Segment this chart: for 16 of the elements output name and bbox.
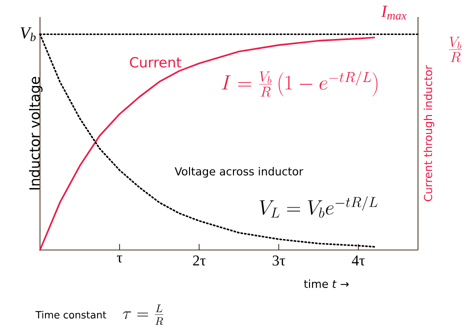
x-axis-title: time t → — [304, 280, 349, 288]
text: Time constant — [36, 310, 106, 319]
text: $\tau=\frac{L}{R}$ — [122, 304, 164, 326]
x-tick-label: 4τ — [352, 256, 365, 266]
x-tick-label: τ — [116, 256, 122, 263]
series-label: Current — [130, 57, 182, 68]
y2-axis-title: Current through inductor — [424, 65, 434, 202]
text: Voltage across inductor — [174, 167, 304, 178]
x-tick-label: 2τ — [193, 256, 206, 266]
text: $\frac{V_b}{R}$ — [448, 36, 462, 62]
y-axis-title: Inductor voltage — [28, 76, 42, 190]
annotation: $I=\frac{V_b}{R}\left(1-e^{-tR/L}\right)$ — [222, 71, 378, 97]
ref-line-label: V$_{b}$ — [20, 27, 36, 42]
x-tick-label: 3τ — [272, 256, 286, 266]
text: I$_{max}$ — [381, 6, 406, 20]
annotation: $V_L=V_b e^{-tR/L}$ — [260, 196, 378, 218]
